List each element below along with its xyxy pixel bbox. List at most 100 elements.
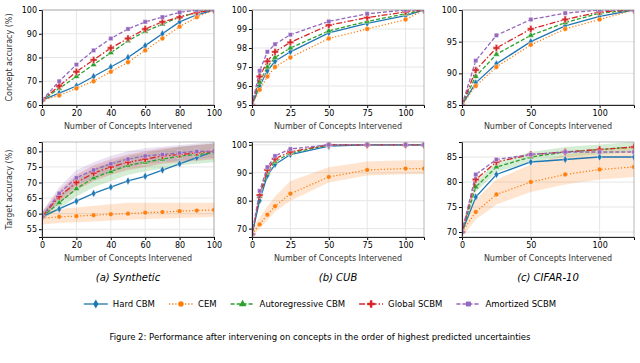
series-marker [632, 165, 634, 170]
plot-background [252, 142, 424, 237]
x-tick-label: 50 [526, 241, 536, 250]
x-tick-label: 100 [592, 109, 607, 118]
x-tick-label: 50 [324, 109, 334, 118]
y-tick-mark [39, 182, 42, 183]
y-axis: 708090100 [232, 141, 253, 238]
series-marker [493, 45, 500, 52]
series-line [252, 10, 424, 105]
y-tick-label: 99 [237, 25, 247, 34]
x-tick-mark [600, 237, 601, 240]
series-line [42, 151, 214, 216]
series-marker [528, 180, 533, 185]
series-marker [143, 20, 147, 24]
x-tick-mark [111, 105, 112, 108]
x-tick-label: 50 [526, 109, 536, 118]
series-marker [494, 65, 499, 70]
series-marker [327, 19, 331, 23]
series-marker [326, 142, 332, 147]
plot-area [42, 142, 214, 225]
series-line [462, 10, 634, 105]
series-marker [597, 10, 601, 12]
x-tick: 25 [286, 105, 296, 118]
y-tick: 90 [237, 169, 252, 178]
plot-frame [462, 142, 634, 237]
x-axis-line [463, 238, 635, 241]
series-line [42, 151, 214, 216]
x-tick-label: 50 [324, 241, 334, 250]
y-axis: 9596979899100 [232, 6, 253, 110]
y-axis: 859095100 [442, 6, 463, 110]
y-tick: 75 [447, 203, 462, 212]
x-axis-title: Number of Concepts Intervened [64, 122, 192, 131]
series-marker [273, 42, 277, 46]
series-line [252, 10, 424, 105]
series-marker [90, 56, 97, 63]
series-line [252, 145, 424, 234]
y-axis-title: Concept accuracy (%) [5, 13, 14, 101]
grid-line-x [405, 142, 406, 237]
series-marker [193, 149, 200, 156]
grid [462, 142, 634, 237]
series-marker [108, 69, 113, 74]
x-axis-line [253, 238, 425, 241]
grid [252, 142, 424, 237]
y-tick: 100 [232, 141, 252, 150]
plot-area [252, 142, 424, 237]
grid-line-y [42, 229, 214, 230]
series-marker [287, 39, 294, 46]
y-tick-mark [39, 198, 42, 199]
series-marker [474, 59, 478, 63]
y-tick-mark [39, 81, 42, 82]
x-tick-label: 75 [363, 109, 373, 118]
x-axis-line [463, 106, 635, 109]
x-tick: 100 [398, 237, 413, 250]
series-marker [57, 79, 61, 83]
panel-title: (a) Synthetic [96, 272, 161, 283]
series-marker [177, 24, 182, 29]
series-line [252, 145, 424, 234]
series-marker [563, 27, 568, 32]
plot-frame [462, 10, 634, 105]
series-marker [365, 12, 369, 16]
y-axis: 60708090100 [22, 6, 43, 110]
grid-line-y [42, 81, 214, 82]
y-tick-label: 90 [237, 169, 247, 178]
grid-line-x [530, 10, 531, 105]
series-marker [474, 172, 478, 176]
series-marker [422, 10, 424, 12]
x-tick-mark [600, 105, 601, 108]
x-tick-mark [214, 105, 215, 108]
y-axis: 70758085 [447, 143, 463, 238]
grid-line-y [252, 228, 424, 229]
series-marker [143, 172, 148, 180]
series-marker [258, 189, 262, 193]
y-tick: 80 [447, 178, 462, 187]
x-axis: 020406080100 [40, 237, 222, 250]
series-marker [91, 79, 96, 84]
legend-item: Global SCBM [359, 299, 442, 309]
y-tick-label: 90 [447, 69, 457, 78]
y-tick-label: 65 [27, 194, 37, 203]
series-marker [631, 144, 634, 151]
plot-frame [252, 10, 424, 105]
x-tick-label: 0 [460, 241, 465, 250]
series-line [462, 10, 634, 105]
y-tick-mark [249, 10, 252, 11]
band [462, 147, 634, 237]
series-marker [91, 168, 95, 172]
series-marker [57, 205, 62, 213]
x-tick-label: 100 [398, 241, 413, 250]
panel: 020406080100556065707580Number of Concep… [5, 142, 222, 263]
series-marker [74, 63, 78, 67]
series-marker [109, 183, 114, 191]
grid-line-y [462, 73, 634, 74]
series-marker [494, 33, 498, 37]
plot-frame [42, 142, 214, 237]
grid [252, 10, 424, 105]
series-marker [257, 87, 262, 92]
series-marker [597, 17, 602, 22]
caption: Figure 2: Performance after intervening … [109, 332, 531, 342]
series-marker [126, 157, 130, 161]
y-tick-label: 80 [237, 197, 247, 206]
x-tick-label: 0 [40, 109, 45, 118]
